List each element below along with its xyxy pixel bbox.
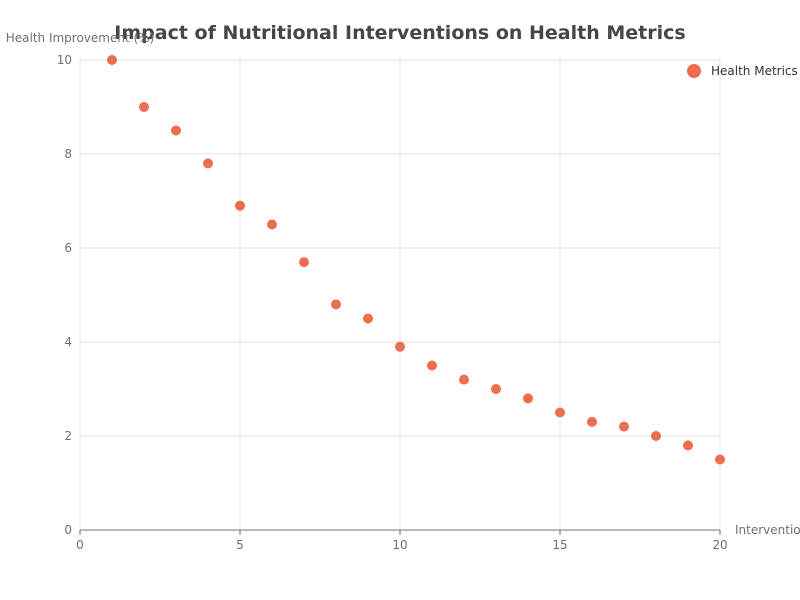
legend-marker-icon (687, 64, 701, 78)
data-point[interactable] (491, 384, 501, 394)
y-axis-label: Health Improvement (%) (6, 31, 155, 45)
data-point[interactable] (139, 102, 149, 112)
data-point[interactable] (555, 407, 565, 418)
x-tick-label: 10 (392, 538, 407, 552)
y-tick-label: 0 (64, 523, 72, 537)
data-point[interactable] (683, 440, 693, 451)
data-point[interactable] (523, 393, 533, 404)
y-tick-label: 2 (64, 429, 72, 443)
data-point[interactable] (107, 55, 117, 65)
data-point[interactable] (331, 299, 341, 310)
y-tick-label: 8 (64, 147, 72, 161)
data-points (107, 55, 725, 465)
legend[interactable]: Health Metrics (687, 64, 798, 78)
y-tick-label: 10 (57, 53, 72, 67)
data-point[interactable] (235, 200, 245, 211)
data-point[interactable] (619, 421, 629, 432)
grid (79, 59, 721, 530)
y-tick-label: 4 (64, 335, 72, 349)
tick-labels: 0 2 4 6 8 10 0 5 10 15 20 (57, 53, 728, 552)
data-point[interactable] (459, 374, 469, 385)
data-point[interactable] (427, 360, 437, 371)
data-point[interactable] (587, 416, 597, 427)
data-point[interactable] (299, 257, 309, 268)
data-point[interactable] (715, 454, 725, 465)
y-tick-label: 6 (64, 241, 72, 255)
data-point[interactable] (363, 313, 373, 324)
x-tick-label: 20 (712, 538, 727, 552)
x-tick-label: 5 (236, 538, 244, 552)
data-point[interactable] (395, 341, 405, 352)
x-tick-label: 15 (552, 538, 567, 552)
legend-label: Health Metrics (711, 64, 798, 78)
chart-title: Impact of Nutritional Interventions on H… (114, 22, 685, 44)
data-point[interactable] (267, 219, 277, 230)
data-point[interactable] (171, 125, 181, 136)
x-axis-label: Interventions (735, 523, 800, 537)
x-tick-label: 0 (76, 538, 84, 552)
data-point[interactable] (651, 431, 661, 441)
data-point[interactable] (203, 158, 213, 169)
